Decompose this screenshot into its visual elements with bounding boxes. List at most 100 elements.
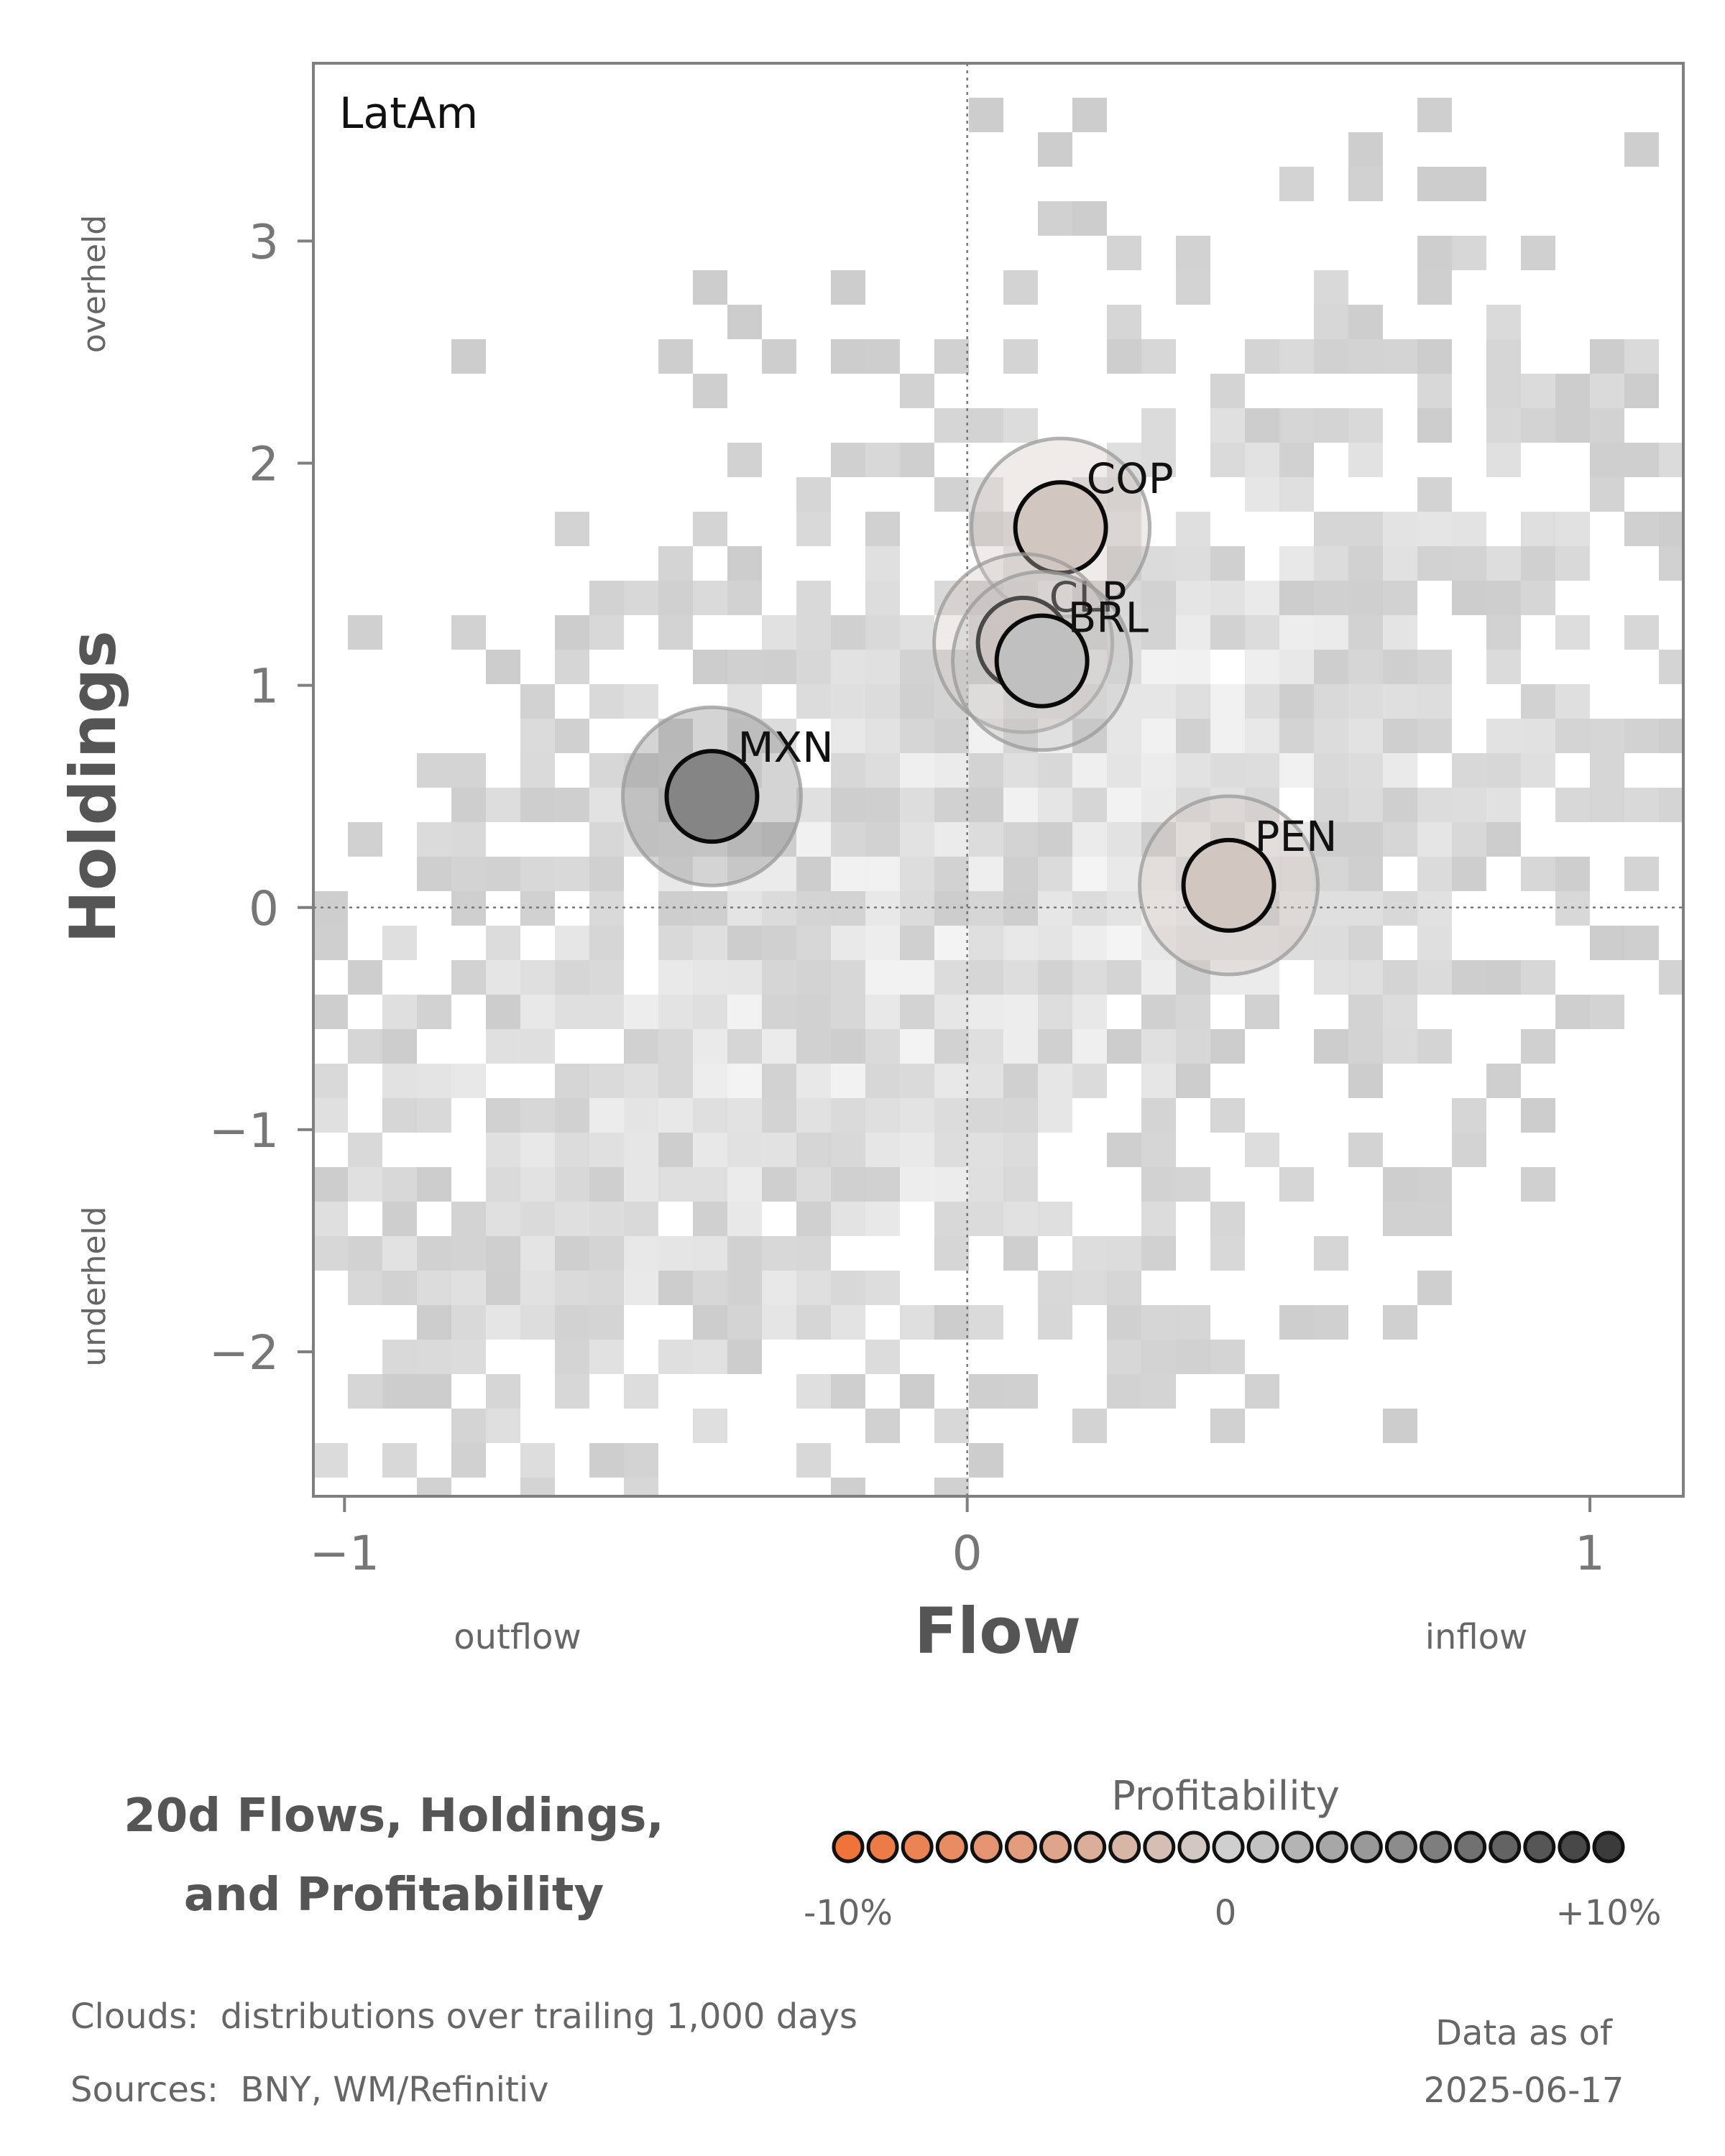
- cloud-cell: [727, 1271, 762, 1305]
- cloud-cell: [1555, 857, 1590, 891]
- cloud-cell: [934, 477, 969, 512]
- cloud-cell: [1003, 1167, 1038, 1202]
- cloud-cell: [1038, 960, 1072, 995]
- cloud-cell: [1452, 512, 1486, 546]
- cloud-cell: [934, 1202, 969, 1236]
- cloud-cell: [451, 1340, 486, 1374]
- cloud-cell: [1383, 1167, 1417, 1202]
- cloud-cell: [313, 1236, 348, 1271]
- cloud-cell: [555, 1167, 589, 1202]
- cloud-cell: [658, 719, 693, 753]
- cloud-cell: [555, 1374, 589, 1409]
- cloud-cell: [693, 1305, 727, 1340]
- cloud-cell: [1486, 339, 1521, 374]
- cloud-cell: [1245, 408, 1279, 443]
- colorbar-dot: [1074, 1830, 1107, 1864]
- cloud-cell: [969, 1443, 1003, 1478]
- cloud-cell: [1107, 1305, 1141, 1340]
- cloud-cell: [796, 1305, 831, 1340]
- cloud-cell: [796, 1098, 831, 1133]
- cloud-cell: [831, 788, 865, 822]
- cloud-cell: [969, 822, 1003, 857]
- cloud-cell: [1176, 684, 1210, 719]
- cloud-cell: [1590, 443, 1624, 477]
- cloud-cell: [348, 1236, 382, 1271]
- cloud-cell: [658, 960, 693, 995]
- cloud-cell: [1003, 1374, 1038, 1409]
- cloud-cell: [1659, 443, 1683, 477]
- cloud-cell: [865, 1029, 900, 1064]
- cloud-cell: [1314, 546, 1348, 581]
- cloud-cell: [589, 995, 624, 1029]
- cloud-cell: [1141, 1098, 1176, 1133]
- cloud-cell: [1072, 788, 1107, 822]
- cloud-cell: [1452, 581, 1486, 615]
- cloud-cell: [520, 960, 555, 995]
- cloud-cell: [382, 1443, 417, 1478]
- cloud-cell: [727, 719, 762, 753]
- cloud-cell: [969, 1064, 1003, 1098]
- colorbar-dot: [970, 1830, 1003, 1864]
- cloud-cell: [1348, 132, 1383, 167]
- cloud-cell: [796, 822, 831, 857]
- cloud-cell: [1210, 1236, 1245, 1271]
- cloud-cell: [693, 512, 727, 546]
- cloud-cell: [796, 1236, 831, 1271]
- cloud-cell: [865, 684, 900, 719]
- cloud-cell: [1141, 753, 1176, 788]
- cloud-cell: [1176, 581, 1210, 615]
- cloud-cell: [900, 650, 934, 684]
- cloud-cell: [1038, 1064, 1072, 1098]
- cloud-cell: [727, 1133, 762, 1167]
- cloud-cell: [796, 684, 831, 719]
- cloud-cell: [1348, 684, 1383, 719]
- cloud-cell: [1141, 1340, 1176, 1374]
- cloud-cell: [865, 822, 900, 857]
- cloud-cell: [1279, 1305, 1314, 1340]
- y-tick-label: 0: [249, 881, 279, 936]
- cloud-cell: [1383, 615, 1417, 650]
- cloud-cell: [451, 753, 486, 788]
- cloud-cell: [1245, 1133, 1279, 1167]
- cloud-cell: [1348, 1064, 1383, 1098]
- cloud-cell: [865, 443, 900, 477]
- cloud-cell: [417, 1478, 451, 1496]
- cloud-cell: [1314, 305, 1348, 339]
- cloud-cell: [1624, 788, 1659, 822]
- cloud-cell: [727, 1305, 762, 1340]
- cloud-cell: [1486, 1064, 1521, 1098]
- cloud-cell: [1141, 408, 1176, 443]
- cloud-cell: [486, 1305, 520, 1340]
- y-tick-label: 2: [249, 436, 279, 492]
- cloud-cell: [658, 1271, 693, 1305]
- cloud-cell: [1417, 512, 1452, 546]
- cloud-cell: [1176, 512, 1210, 546]
- cloud-cell: [589, 753, 624, 788]
- cloud-cell: [589, 1202, 624, 1236]
- cloud-cell: [1314, 753, 1348, 788]
- cloud-cell: [520, 1443, 555, 1478]
- cloud-cell: [624, 1133, 658, 1167]
- cloud-cell: [1590, 408, 1624, 443]
- cloud-cell: [1521, 960, 1555, 995]
- cloud-cell: [624, 1098, 658, 1133]
- cloud-cell: [486, 1133, 520, 1167]
- cloud-cell: [969, 995, 1003, 1029]
- cloud-cell: [1245, 995, 1279, 1029]
- cloud-cell: [1486, 650, 1521, 684]
- cloud-cell: [1107, 339, 1141, 374]
- cloud-cell: [417, 1064, 451, 1098]
- cloud-cell: [934, 1236, 969, 1271]
- cloud-cell: [1038, 822, 1072, 857]
- cloud-cell: [1141, 960, 1176, 995]
- cloud-cell: [1072, 753, 1107, 788]
- cloud-cell: [658, 1064, 693, 1098]
- cloud-cell: [451, 822, 486, 857]
- cloud-cell: [624, 1236, 658, 1271]
- cloud-cell: [1486, 615, 1521, 650]
- cloud-cell: [658, 1167, 693, 1202]
- cloud-cell: [969, 926, 1003, 960]
- cloud-cell: [1521, 1167, 1555, 1202]
- cloud-cell: [762, 1305, 796, 1340]
- cloud-cell: [1383, 1029, 1417, 1064]
